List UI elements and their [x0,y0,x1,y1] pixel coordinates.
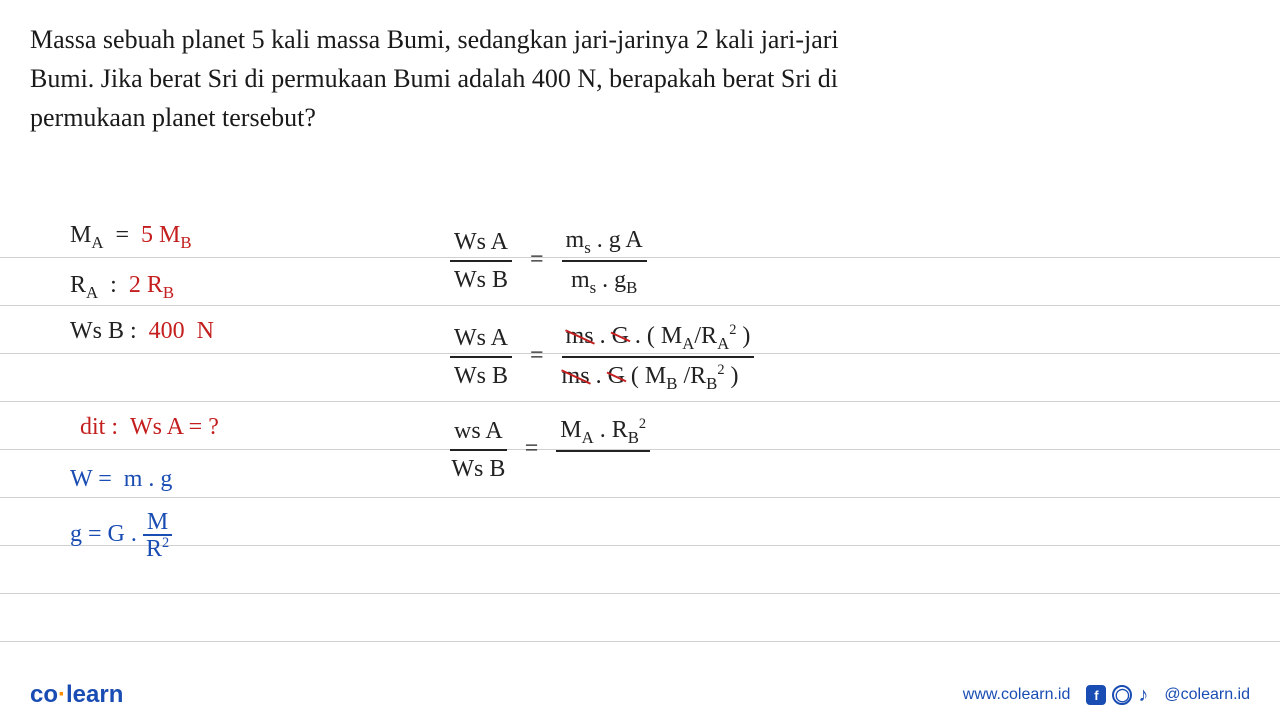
instagram-icon: ◯ [1112,685,1132,705]
facebook-icon: f [1086,685,1106,705]
question-area: Massa sebuah planet 5 kali massa Bumi, s… [0,0,1280,147]
social-icons: f ◯ ♪ [1086,684,1148,707]
logo-suffix: learn [66,681,123,708]
tiktok-icon: ♪ [1138,684,1148,707]
logo: co·learn [30,681,123,709]
handwriting: MA = 5 MB RA : 2 RB Ws B : 400 N dit : W… [30,210,1250,660]
footer-url: www.colearn.id [963,686,1071,704]
question-text: Massa sebuah planet 5 kali massa Bumi, s… [30,20,850,137]
work-area: MA = 5 MB RA : 2 RB Ws B : 400 N dit : W… [0,210,1280,660]
footer-handle: @colearn.id [1164,686,1250,704]
logo-prefix: co [30,681,58,708]
footer: co·learn www.colearn.id f ◯ ♪ @colearn.i… [0,670,1280,720]
footer-right: www.colearn.id f ◯ ♪ @colearn.id [963,684,1250,707]
logo-dot: · [58,681,66,708]
